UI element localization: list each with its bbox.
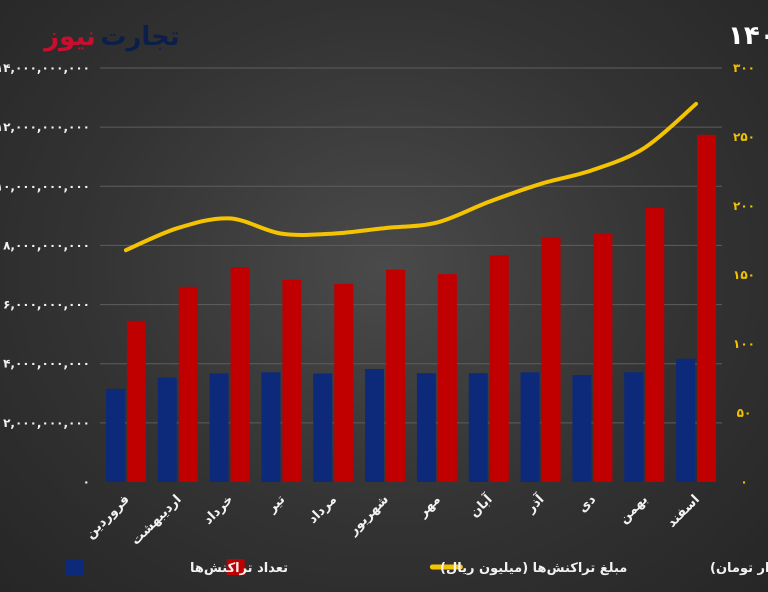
bar-count	[261, 372, 281, 482]
bar-count	[676, 358, 696, 482]
left-tick-label: ۲,۰۰۰,۰۰۰,۰۰۰	[3, 416, 90, 430]
logo-text-2: نیوز	[42, 22, 96, 52]
left-tick-label: ۴,۰۰۰,۰۰۰,۰۰۰	[3, 357, 90, 371]
right-tick-label: ۱۵۰	[733, 268, 755, 282]
bar-count	[157, 377, 177, 482]
line-group	[123, 101, 699, 253]
logo-text-1: تجارت	[100, 22, 179, 52]
bar-amount	[386, 269, 406, 482]
legend-swatch	[66, 559, 85, 575]
bar-amount	[489, 255, 509, 482]
bar-amount	[282, 279, 302, 482]
category-label: آذر	[522, 490, 548, 516]
bar-amount	[230, 267, 250, 482]
bar-amount	[334, 283, 354, 482]
bar-amount	[541, 237, 561, 482]
left-tick-label: ۰	[83, 475, 90, 489]
bar-amount	[178, 286, 198, 482]
legend-label: مبلغ تراکنش‌ها (میلیون ریال)	[440, 561, 627, 576]
gridlines	[100, 67, 722, 424]
category-label: دی	[575, 492, 599, 516]
left-tick-label: ۸,۰۰۰,۰۰۰,۰۰۰	[3, 238, 90, 252]
legend-label: میانگین مبلغ هر تراکنش (هزار تومان)	[710, 560, 768, 576]
bar-count	[624, 372, 644, 482]
bar-amount	[126, 320, 146, 482]
right-axis: ۰ ۵۰ ۱۰۰ ۱۵۰ ۲۰۰ ۲۵۰ ۳۰۰	[733, 61, 755, 489]
category-label: اردیبهشت	[128, 492, 184, 548]
category-label: فروردین	[83, 492, 133, 542]
left-tick-label: ۱۴,۰۰۰,۰۰۰,۰۰۰	[0, 61, 90, 75]
bar-count	[105, 388, 125, 482]
right-tick-label: ۱۰۰	[733, 337, 755, 351]
left-tick-label: ۱۲,۰۰۰,۰۰۰,۰۰۰	[0, 120, 90, 134]
bar-count	[520, 372, 540, 482]
category-label: مهر	[415, 492, 444, 521]
left-axis: ۰ ۲,۰۰۰,۰۰۰,۰۰۰ ۴,۰۰۰,۰۰۰,۰۰۰ ۶,۰۰۰,۰۰۰,۰۰۰…	[0, 61, 90, 489]
right-tick-label: ۰	[740, 475, 747, 489]
bar-count	[209, 373, 229, 482]
category-label: بهمن	[617, 492, 652, 527]
bar-count	[572, 374, 592, 482]
bar-amount	[593, 233, 613, 482]
category-label: اسفند	[664, 492, 702, 530]
bar-amount	[697, 134, 717, 482]
bar-amount	[437, 274, 457, 482]
category-label: تیر	[264, 492, 288, 516]
right-tick-label: ۲۵۰	[733, 130, 755, 144]
chart-title: آمار تراکنش‌های شاپرک در سال ۱۴۰۱	[728, 19, 768, 51]
category-label: آبان	[466, 490, 496, 520]
bar-count	[313, 373, 333, 482]
category-label: مرداد	[305, 492, 340, 527]
avg-line	[123, 101, 699, 253]
bar-group	[105, 134, 717, 482]
category-label: خرداد	[201, 492, 237, 528]
category-label: شهریور	[345, 492, 392, 539]
right-tick-label: ۵۰	[737, 406, 752, 420]
bar-amount	[645, 207, 665, 482]
left-tick-label: ۱۰,۰۰۰,۰۰۰,۰۰۰	[0, 179, 90, 193]
bar-count	[468, 373, 488, 482]
bar-count	[365, 369, 385, 482]
left-tick-label: ۶,۰۰۰,۰۰۰,۰۰۰	[3, 298, 90, 312]
bar-count	[416, 373, 436, 482]
legend-label: تعداد تراکنش‌ها	[190, 561, 288, 576]
legend-swatch	[226, 559, 245, 575]
legend: میانگین مبلغ هر تراکنش (هزار تومان) مبلغ …	[66, 559, 768, 576]
right-tick-label: ۲۰۰	[733, 199, 755, 213]
right-tick-label: ۳۰۰	[733, 61, 755, 75]
